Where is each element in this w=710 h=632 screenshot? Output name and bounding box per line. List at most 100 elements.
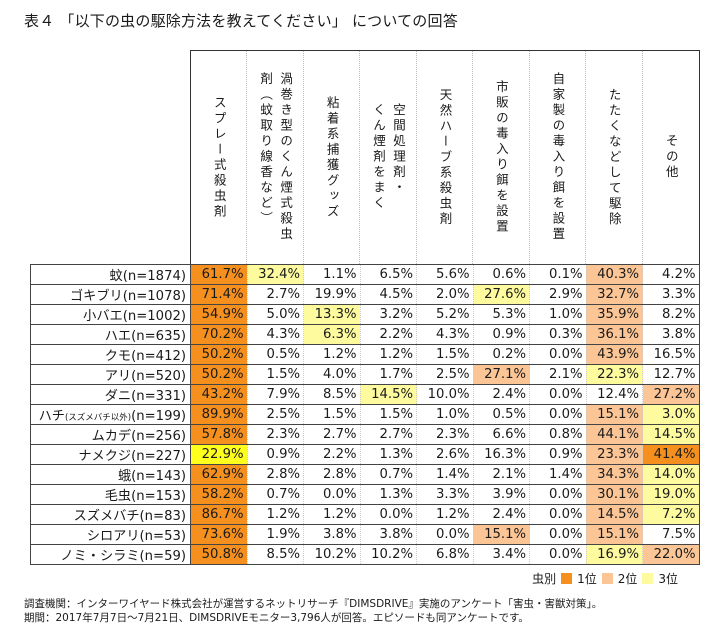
value-cell: 0.2%: [473, 344, 530, 365]
row-label-n: (n=520): [131, 369, 186, 384]
value-cell: 22.9%: [190, 444, 248, 465]
value-cell: 1.5%: [360, 404, 417, 425]
value-cell: 2.6%: [416, 444, 474, 465]
value-cell: 4.3%: [416, 324, 474, 345]
table-row: 小バエ(n=1002) 54.9% 5.0% 13.3% 3.2% 5.2% 5.3% 1.0…: [30, 304, 700, 325]
value-cell: 0.9%: [529, 444, 587, 465]
row-label: ナメクジ(n=227): [30, 444, 191, 465]
value-cell: 34.3%: [586, 464, 643, 485]
row-label: 蚊(n=1874): [30, 264, 191, 285]
value-cell: 0.0%: [303, 484, 361, 505]
value-cell: 1.5%: [416, 344, 474, 365]
value-cell: 27.6%: [473, 284, 530, 305]
value-cell: 0.0%: [529, 384, 587, 405]
column-header-label: スプレー式殺虫剤: [209, 96, 229, 220]
column-header-line: 粘着系捕獲グッズ: [324, 95, 340, 220]
row-label: ダニ(n=331): [30, 384, 191, 405]
value-cell: 61.7%: [190, 264, 248, 285]
column-header-line: くん煙剤をまく: [371, 103, 387, 212]
value-cell: 16.9%: [586, 544, 643, 565]
row-label: 小バエ(n=1002): [30, 304, 191, 325]
value-cell: 70.2%: [190, 324, 248, 345]
value-cell: 0.5%: [247, 344, 304, 365]
value-cell: 6.8%: [416, 544, 474, 565]
value-cell: 1.3%: [360, 484, 417, 505]
row-label-main: スズメバチ: [73, 509, 140, 524]
column-header-label: 空間処理剤・ くん煙剤をまく: [368, 103, 408, 212]
results-table: 蚊(n=1874) 61.7% 32.4% 1.1% 6.5% 5.6% 0.6% 0.1% 4…: [30, 264, 700, 565]
column-header: 空間処理剤・ くん煙剤をまく: [360, 51, 417, 264]
value-cell: 2.7%: [247, 284, 304, 305]
value-cell: 10.2%: [360, 544, 417, 565]
value-cell: 3.2%: [360, 304, 417, 325]
value-cell: 35.9%: [586, 304, 643, 325]
table-row: ゴキブリ(n=1078) 71.4% 2.7% 19.9% 4.5% 2.0% 27.6% 2…: [30, 284, 700, 305]
value-cell: 0.5%: [473, 404, 530, 425]
value-cell: 40.3%: [586, 264, 643, 285]
value-cell: 0.3%: [529, 324, 587, 345]
value-cell: 86.7%: [190, 504, 248, 525]
column-header-line: 自家製の毒入り餌を設置: [550, 72, 566, 243]
value-cell: 5.2%: [416, 304, 474, 325]
value-cell: 0.0%: [529, 484, 587, 505]
row-label-main: ゴキブリ: [69, 289, 123, 304]
value-cell: 8.5%: [303, 384, 361, 405]
value-cell: 0.0%: [529, 524, 587, 545]
value-cell: 0.0%: [529, 544, 587, 565]
value-cell: 12.7%: [642, 364, 700, 385]
footer-period: 期間：2017年7月7日～7月21日、DIMSDRIVEモニター3,796人が回…: [24, 612, 529, 624]
row-label-main: ハチ: [38, 409, 65, 424]
value-cell: 71.4%: [190, 284, 248, 305]
value-cell: 1.1%: [303, 264, 361, 285]
row-label-main: シロアリ: [86, 529, 140, 544]
value-cell: 50.2%: [190, 364, 248, 385]
value-cell: 1.2%: [416, 504, 474, 525]
value-cell: 0.8%: [529, 424, 587, 445]
value-cell: 1.4%: [529, 464, 587, 485]
column-header: 渦巻き型のくん煙式殺虫 剤（蚊取り線香など）: [247, 51, 304, 264]
value-cell: 16.3%: [473, 444, 530, 465]
value-cell: 16.5%: [642, 344, 700, 365]
column-header: たたくなどして駆除: [586, 51, 643, 264]
value-cell: 19.9%: [303, 284, 361, 305]
value-cell: 15.1%: [586, 524, 643, 545]
row-label-main: ハエ: [104, 329, 132, 344]
value-cell: 5.6%: [416, 264, 474, 285]
value-cell: 14.5%: [360, 384, 417, 405]
value-cell: 43.2%: [190, 384, 248, 405]
row-label-main: ダニ: [104, 389, 132, 404]
value-cell: 8.5%: [247, 544, 304, 565]
value-cell: 0.0%: [360, 504, 417, 525]
value-cell: 2.7%: [360, 424, 417, 445]
row-label-main: クモ: [104, 349, 132, 364]
column-header: 天然ハーブ系殺虫剤: [417, 51, 474, 264]
value-cell: 36.1%: [586, 324, 643, 345]
legend-title: 虫別: [532, 572, 557, 586]
row-label-n: (n=153): [131, 489, 186, 504]
row-label-n: (n=199): [131, 409, 186, 424]
column-header-label: たたくなどして駆除: [604, 88, 624, 228]
value-cell: 14.5%: [586, 504, 643, 525]
value-cell: 62.9%: [190, 464, 248, 485]
value-cell: 3.4%: [473, 544, 530, 565]
column-header-line: 天然ハーブ系殺虫剤: [437, 87, 453, 228]
value-cell: 19.0%: [642, 484, 700, 505]
value-cell: 2.4%: [473, 384, 530, 405]
row-label: ゴキブリ(n=1078): [30, 284, 191, 305]
row-label-sub: (スズメバチ以外): [64, 413, 132, 423]
value-cell: 22.0%: [642, 544, 700, 565]
value-cell: 1.0%: [529, 304, 587, 325]
value-cell: 1.7%: [360, 364, 417, 385]
column-header-label: 天然ハーブ系殺虫剤: [434, 88, 454, 228]
value-cell: 0.9%: [247, 444, 304, 465]
column-header-label: 自家製の毒入り餌を設置: [547, 72, 567, 243]
value-cell: 1.2%: [360, 344, 417, 365]
column-header-line: スプレー式殺虫剤: [211, 95, 227, 220]
legend-label-rank2: 2位: [617, 572, 638, 586]
value-cell: 12.4%: [586, 384, 643, 405]
row-label: 蛾(n=143): [30, 464, 191, 485]
column-header-label: 粘着系捕獲グッズ: [322, 96, 342, 220]
value-cell: 2.3%: [416, 424, 474, 445]
value-cell: 44.1%: [586, 424, 643, 445]
value-cell: 14.0%: [642, 464, 700, 485]
